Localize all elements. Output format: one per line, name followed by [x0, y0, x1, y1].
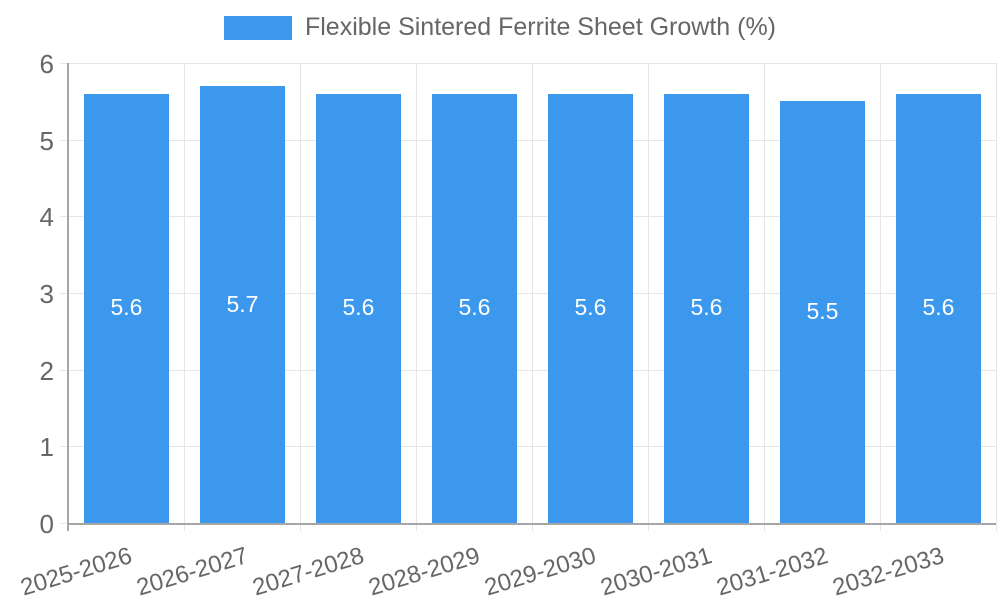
bar-value-label: 5.6 [922, 294, 955, 320]
x-axis-line [68, 523, 996, 525]
y-axis-line [67, 63, 69, 531]
x-gridline [648, 63, 649, 531]
y-tick-label: 0 [39, 509, 54, 539]
bar [316, 94, 401, 523]
x-gridline [996, 63, 997, 531]
bar-value-label: 5.6 [690, 294, 723, 320]
bar-value-label: 5.7 [226, 291, 259, 317]
x-tick-label: 2026-2027 [133, 542, 252, 600]
y-gridline [60, 63, 996, 64]
bar [664, 94, 749, 523]
bar [896, 94, 981, 523]
x-tick-label: 2031-2032 [713, 542, 832, 600]
y-tick-label: 3 [39, 279, 54, 309]
y-gridline [60, 370, 996, 371]
bar-value-label: 5.6 [574, 294, 607, 320]
x-gridline [416, 63, 417, 531]
x-gridline [300, 63, 301, 531]
y-gridline [60, 293, 996, 294]
x-tick-label: 2029-2030 [481, 542, 600, 600]
legend-swatch [223, 15, 292, 40]
y-tick-label: 6 [39, 49, 54, 79]
bar-value-label: 5.6 [458, 294, 491, 320]
x-tick-label: 2032-2033 [829, 542, 948, 600]
x-gridline [184, 63, 185, 531]
bar [84, 94, 169, 523]
y-tick-label: 2 [39, 356, 54, 386]
x-tick-label: 2028-2029 [365, 542, 484, 600]
bar-value-label: 5.6 [342, 294, 375, 320]
x-gridline [880, 63, 881, 531]
y-tick-label: 1 [39, 432, 54, 462]
bar-value-label: 5.5 [806, 298, 839, 324]
x-gridline [532, 63, 533, 531]
bar [780, 101, 865, 523]
x-gridline [764, 63, 765, 531]
y-tick-label: 4 [39, 202, 54, 232]
y-tick-label: 5 [39, 126, 54, 156]
y-gridline [60, 446, 996, 447]
x-tick-label: 2025-2026 [17, 542, 136, 600]
y-gridline [60, 140, 996, 141]
x-tick-label: 2030-2031 [597, 542, 716, 600]
chart-legend[interactable]: Flexible Sintered Ferrite Sheet Growth (… [0, 13, 1000, 42]
legend-label: Flexible Sintered Ferrite Sheet Growth (… [304, 13, 776, 41]
bar [432, 94, 517, 523]
y-gridline [60, 216, 996, 217]
bar-value-label: 5.6 [110, 294, 143, 320]
bar [200, 86, 285, 523]
bar [548, 94, 633, 523]
x-tick-label: 2027-2028 [249, 542, 368, 600]
